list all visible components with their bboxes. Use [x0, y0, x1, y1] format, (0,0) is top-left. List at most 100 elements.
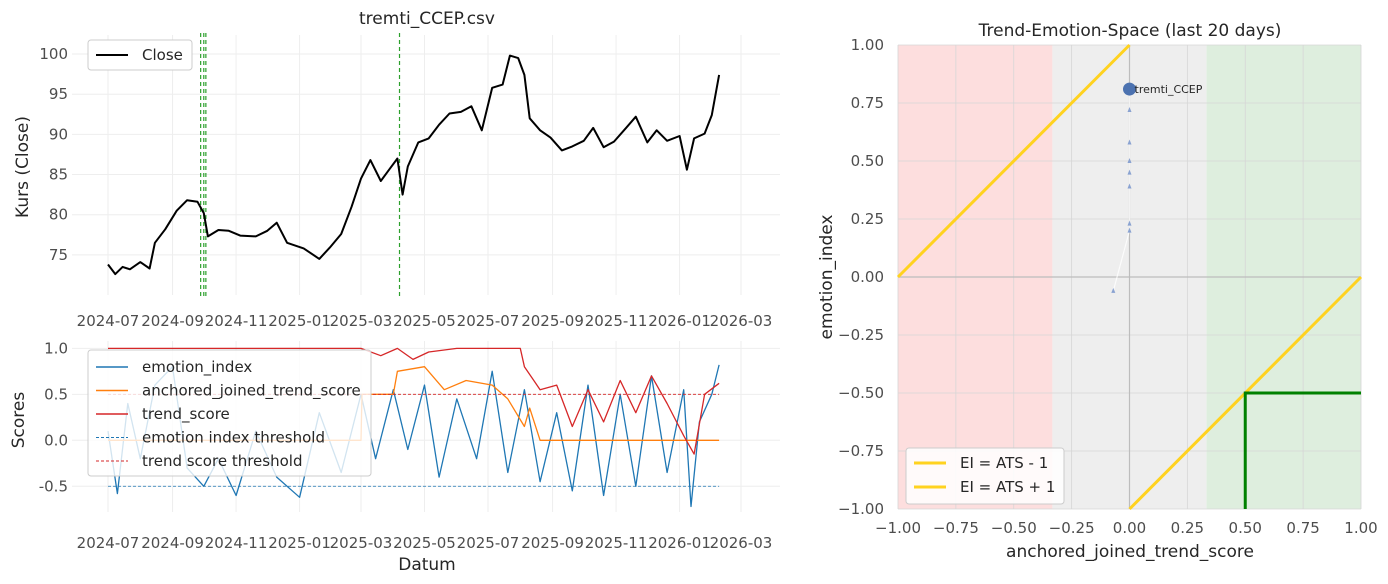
scores-x-tick-label: 2026-01 — [648, 534, 711, 552]
scores-x-tick-label: 2026-03 — [710, 534, 773, 552]
trail-arrow-marker — [1127, 169, 1132, 175]
price-y-tick-label: 95 — [49, 85, 68, 103]
space-y-tick-label: 0.25 — [851, 210, 884, 228]
legend-label-ei-ats-plus: EI = ATS + 1 — [960, 478, 1055, 496]
space-x-tick-label: −0.75 — [933, 519, 979, 537]
price-legend-frame — [87, 39, 193, 71]
scores-legend-label: trend_score — [142, 405, 230, 424]
current-point-marker — [1123, 82, 1136, 96]
space-y-tick-label: −0.50 — [838, 384, 884, 402]
trend-emotion-legend: EI = ATS - 1 EI = ATS + 1 — [905, 447, 1065, 505]
space-x-tick-label: 0.50 — [1229, 519, 1262, 537]
scores-legend-frame — [87, 349, 372, 477]
scores-x-tick-label: 2025-05 — [393, 534, 456, 552]
space-y-tick-label: −0.25 — [838, 326, 884, 344]
price-x-tick-label: 2024-11 — [205, 312, 268, 330]
trail-arrow-marker — [1127, 183, 1132, 189]
trend-emotion-x-label: anchored_joined_trend_score — [1006, 542, 1254, 562]
price-x-tick-label: 2025-05 — [393, 312, 456, 330]
scores-legend-label: emotion_index — [142, 358, 252, 377]
space-x-tick-label: 0.75 — [1286, 519, 1319, 537]
current-point-label: tremti_CCEP — [1135, 83, 1203, 96]
space-y-tick-label: 0.75 — [851, 94, 884, 112]
price-x-tick-label: 2024-07 — [77, 312, 140, 330]
trail-arrow-marker — [1127, 158, 1132, 163]
trend-emotion-lines — [896, 43, 1363, 511]
trail-arrow-marker — [1127, 139, 1132, 145]
ei-ats-boundary-line — [896, 43, 1131, 279]
space-y-tick-label: 0.50 — [851, 152, 884, 170]
scores-legend-label: emotion index threshold — [142, 429, 325, 447]
price-chart-legend: Close — [87, 39, 193, 71]
price-x-tick-label: 2025-03 — [330, 312, 393, 330]
price-y-tick-label: 80 — [49, 206, 68, 224]
price-chart-series — [107, 54, 721, 276]
trend-emotion-title: Trend-Emotion-Space (last 20 days) — [978, 21, 1282, 41]
trend-emotion-y-ticks: −1.00 −0.75 −0.50 −0.25 0.00 0.25 0.50 0.75 1.00 — [838, 36, 884, 518]
scores-x-tick-label: 2024-07 — [77, 534, 140, 552]
price-chart-markers — [200, 33, 401, 298]
price-y-tick-label: 90 — [49, 125, 68, 143]
score-series-line — [107, 364, 720, 508]
space-y-tick-label: 1.00 — [851, 36, 884, 54]
scores-x-tick-label: 2024-11 — [205, 534, 268, 552]
price-x-tick-label: 2026-01 — [648, 312, 711, 330]
price-y-tick-label: 100 — [39, 45, 68, 63]
price-x-tick-label: 2025-01 — [268, 312, 331, 330]
scores-x-tick-label: 2025-01 — [268, 534, 331, 552]
scores-x-tick-label: 2025-07 — [457, 534, 520, 552]
space-x-tick-label: 0.25 — [1171, 519, 1204, 537]
space-y-tick-label: −1.00 — [838, 500, 884, 518]
price-x-tick-label: 2025-07 — [457, 312, 520, 330]
close-price-line — [107, 54, 721, 276]
scores-y-tick-label: 0.0 — [44, 431, 68, 449]
score-series-line — [108, 347, 720, 455]
price-y-tick-label: 75 — [49, 246, 68, 264]
price-y-tick-label: 85 — [49, 166, 68, 184]
trend-emotion-x-ticks: −1.00 −0.75 −0.50 −0.25 0.00 0.25 0.50 0.75 1.00 — [875, 519, 1378, 537]
scores-legend-label: anchored_joined_trend_score — [142, 382, 361, 401]
price-chart-title: tremti_CCEP.csv — [359, 9, 495, 29]
scores-y-tick-label: -0.5 — [39, 477, 68, 495]
price-chart-y-ticks: 75 80 85 90 95 100 — [39, 45, 68, 264]
space-x-tick-label: −1.00 — [875, 519, 921, 537]
price-x-tick-label: 2025-11 — [585, 312, 648, 330]
space-y-tick-label: 0.00 — [851, 268, 884, 286]
trail-arrow-marker — [1127, 220, 1132, 226]
price-chart-panel: tremti_CCEP.csv 2024-07 2024-09 2024-11 202… — [13, 9, 780, 330]
scores-x-tick-label: 2025-09 — [521, 534, 584, 552]
scores-x-tick-label: 2025-03 — [330, 534, 393, 552]
trail-arrow-marker — [1111, 287, 1116, 293]
scores-chart-x-label: Datum — [398, 555, 456, 575]
scores-chart-y-label: Scores — [9, 392, 29, 449]
space-y-tick-label: −0.75 — [838, 442, 884, 460]
space-x-tick-label: −0.50 — [991, 519, 1037, 537]
scores-x-tick-label: 2025-11 — [585, 534, 648, 552]
space-x-tick-label: 0.00 — [1113, 519, 1146, 537]
space-x-tick-label: 1.00 — [1344, 519, 1377, 537]
price-chart-grid — [72, 35, 780, 295]
trend-emotion-y-label: emotion_index — [817, 215, 837, 340]
trail-arrow-marker — [1127, 106, 1132, 112]
scores-y-tick-label: 1.0 — [44, 339, 68, 357]
price-x-tick-label: 2024-09 — [141, 312, 204, 330]
scores-chart-legend: emotion_index anchored_joined_trend_score… — [87, 349, 372, 477]
scores-y-tick-label: 0.5 — [44, 385, 68, 403]
trend-emotion-points: tremti_CCEP — [1111, 82, 1203, 293]
trail-arrow-marker — [1127, 227, 1132, 233]
target-zone-box — [1243, 391, 1361, 509]
price-x-tick-label: 2026-03 — [710, 312, 773, 330]
price-x-tick-label: 2025-09 — [521, 312, 584, 330]
scores-chart-y-ticks: -0.5 0.0 0.5 1.0 — [39, 339, 68, 495]
price-legend-label: Close — [142, 46, 183, 64]
legend-label-ei-ats-minus: EI = ATS - 1 — [960, 454, 1048, 472]
price-chart-y-label: Kurs (Close) — [13, 116, 33, 218]
space-x-tick-label: −0.25 — [1049, 519, 1095, 537]
scores-x-tick-label: 2024-09 — [141, 534, 204, 552]
trend-emotion-panel: Trend-Emotion-Space (last 20 days) tremt… — [817, 21, 1378, 562]
scores-legend-label: trend score threshold — [142, 452, 302, 470]
